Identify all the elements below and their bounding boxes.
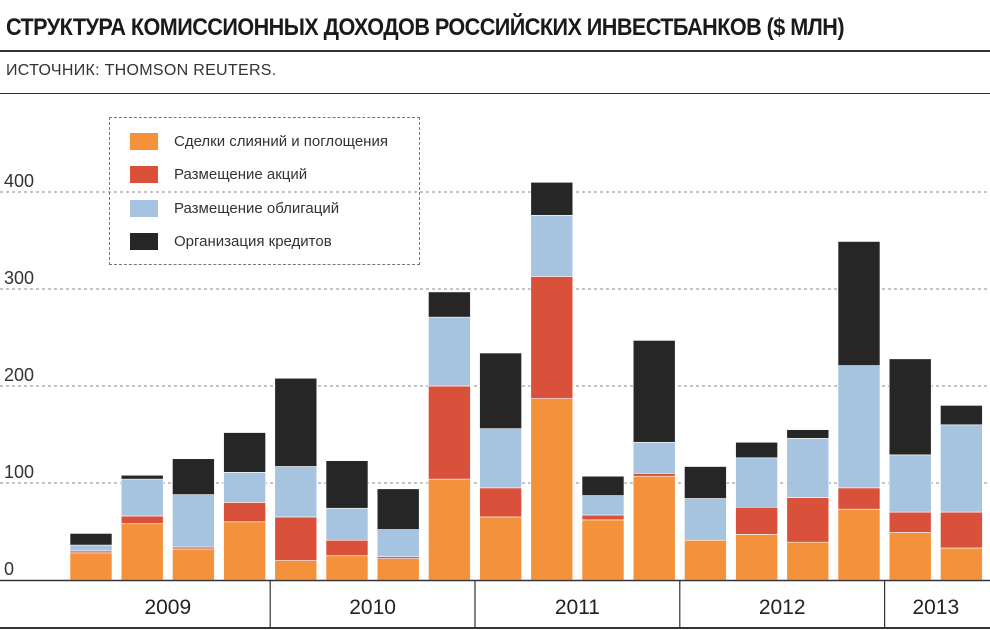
legend-label: Размещение акций	[174, 165, 308, 183]
bar-segment	[581, 475, 625, 496]
bar-segment	[69, 533, 113, 546]
bar-segment	[837, 487, 881, 510]
bar-segment	[376, 488, 420, 530]
legend-item: Размещение облигаций	[130, 197, 339, 219]
bar-segment	[888, 454, 932, 513]
source-rule	[0, 93, 990, 94]
y-tick-label: 0	[4, 559, 14, 579]
legend-item: Размещение акций	[130, 163, 307, 185]
bar-segment	[837, 365, 881, 489]
bar-segment	[223, 521, 266, 581]
legend-label: Сделки слияний и поглощения	[174, 132, 388, 150]
bar-segment	[837, 241, 881, 366]
bar-segment	[735, 457, 778, 508]
bar-segment	[376, 529, 420, 558]
y-tick-label: 400	[4, 171, 34, 191]
bar-segment	[581, 495, 625, 516]
bar-segment	[632, 441, 676, 474]
bar-segment	[274, 516, 318, 561]
bar-segment	[530, 276, 574, 399]
y-axis-ticks: 0 100 200 300 400	[4, 171, 34, 579]
bar-segment	[479, 428, 522, 489]
bar-segment	[735, 441, 778, 459]
x-tick-label: 2009	[144, 596, 191, 619]
bar-segment	[120, 474, 164, 480]
bar-segment	[223, 472, 266, 503]
bar-segment	[735, 534, 778, 581]
x-tick-label: 2011	[555, 596, 600, 619]
bar-segment	[786, 438, 830, 498]
bar-segment	[786, 497, 830, 543]
bar-segment	[940, 424, 983, 513]
bar-segment	[632, 340, 676, 443]
bar-segment	[530, 214, 574, 277]
legend-label: Размещение облигаций	[174, 199, 340, 217]
legend-swatch	[130, 165, 158, 183]
y-tick-label: 100	[4, 462, 34, 482]
bar-segment	[632, 472, 676, 477]
bar-segment	[632, 475, 676, 581]
x-tick-label: 2013	[912, 596, 959, 619]
chart-title: СТРУКТУРА КОМИССИОННЫХ ДОХОДОВ РОССИЙСКИ…	[6, 14, 845, 41]
bar-segment	[530, 398, 574, 581]
bar-segment	[325, 539, 369, 557]
bar-segment	[940, 511, 983, 549]
bar-segment	[581, 514, 625, 521]
bar-segment	[786, 429, 830, 439]
bar-segment	[172, 458, 215, 495]
y-tick-label: 200	[4, 365, 34, 385]
bar-segment	[479, 516, 522, 581]
legend-swatch	[130, 232, 158, 250]
bar-segment	[428, 385, 471, 480]
x-axis: 2009 2010 2011 2012 2013	[0, 579, 990, 629]
bar-segment	[172, 548, 215, 581]
bar-segment	[69, 552, 113, 581]
title-rule	[0, 50, 990, 52]
bar-segment	[274, 560, 318, 581]
bar-segment	[120, 523, 164, 581]
x-tick-label: 2010	[349, 596, 396, 619]
bar-segment	[888, 511, 932, 533]
bar-segment	[479, 487, 522, 518]
bar-segment	[428, 316, 471, 387]
bar-segment	[274, 377, 318, 467]
bar-segment	[325, 460, 369, 509]
bars	[69, 182, 983, 581]
bar-segment	[223, 502, 266, 523]
legend-item: Организация кредитов	[130, 230, 332, 252]
bar-segment	[120, 478, 164, 517]
legend-label: Организация кредитов	[174, 232, 332, 250]
bar-segment	[837, 508, 881, 581]
chart-source: ИСТОЧНИК: THOMSON REUTERS.	[6, 62, 277, 79]
bar-segment	[581, 519, 625, 581]
bar-segment	[684, 539, 727, 581]
bar-segment	[376, 558, 420, 581]
bar-segment	[684, 466, 727, 499]
bar-segment	[735, 506, 778, 535]
chart-legend: Сделки слияний и поглощения Размещение а…	[109, 117, 420, 265]
bar-segment	[786, 541, 830, 581]
legend-swatch	[130, 199, 158, 217]
legend-swatch	[130, 132, 158, 150]
bar-segment	[325, 555, 369, 581]
bar-segment	[428, 478, 471, 581]
bar-segment	[120, 515, 164, 525]
bar-segment	[172, 494, 215, 548]
bar-segment	[888, 358, 932, 456]
bar-segment	[428, 291, 471, 318]
bar-segment	[479, 352, 522, 429]
bar-segment	[223, 432, 266, 473]
bar-segment	[325, 507, 369, 541]
stacked-bar-chart: 0 100 200 300 400 2009 2010 2011 2012 2013	[0, 171, 990, 629]
bar-segment	[69, 544, 113, 552]
bar-segment	[684, 498, 727, 541]
y-tick-label: 300	[4, 268, 34, 288]
x-tick-label: 2012	[759, 596, 806, 619]
bar-segment	[940, 405, 983, 426]
legend-item: Сделки слияний и поглощения	[130, 130, 388, 152]
bar-segment	[530, 182, 574, 216]
bar-segment	[940, 547, 983, 581]
bar-segment	[888, 532, 932, 581]
bar-segment	[274, 466, 318, 518]
